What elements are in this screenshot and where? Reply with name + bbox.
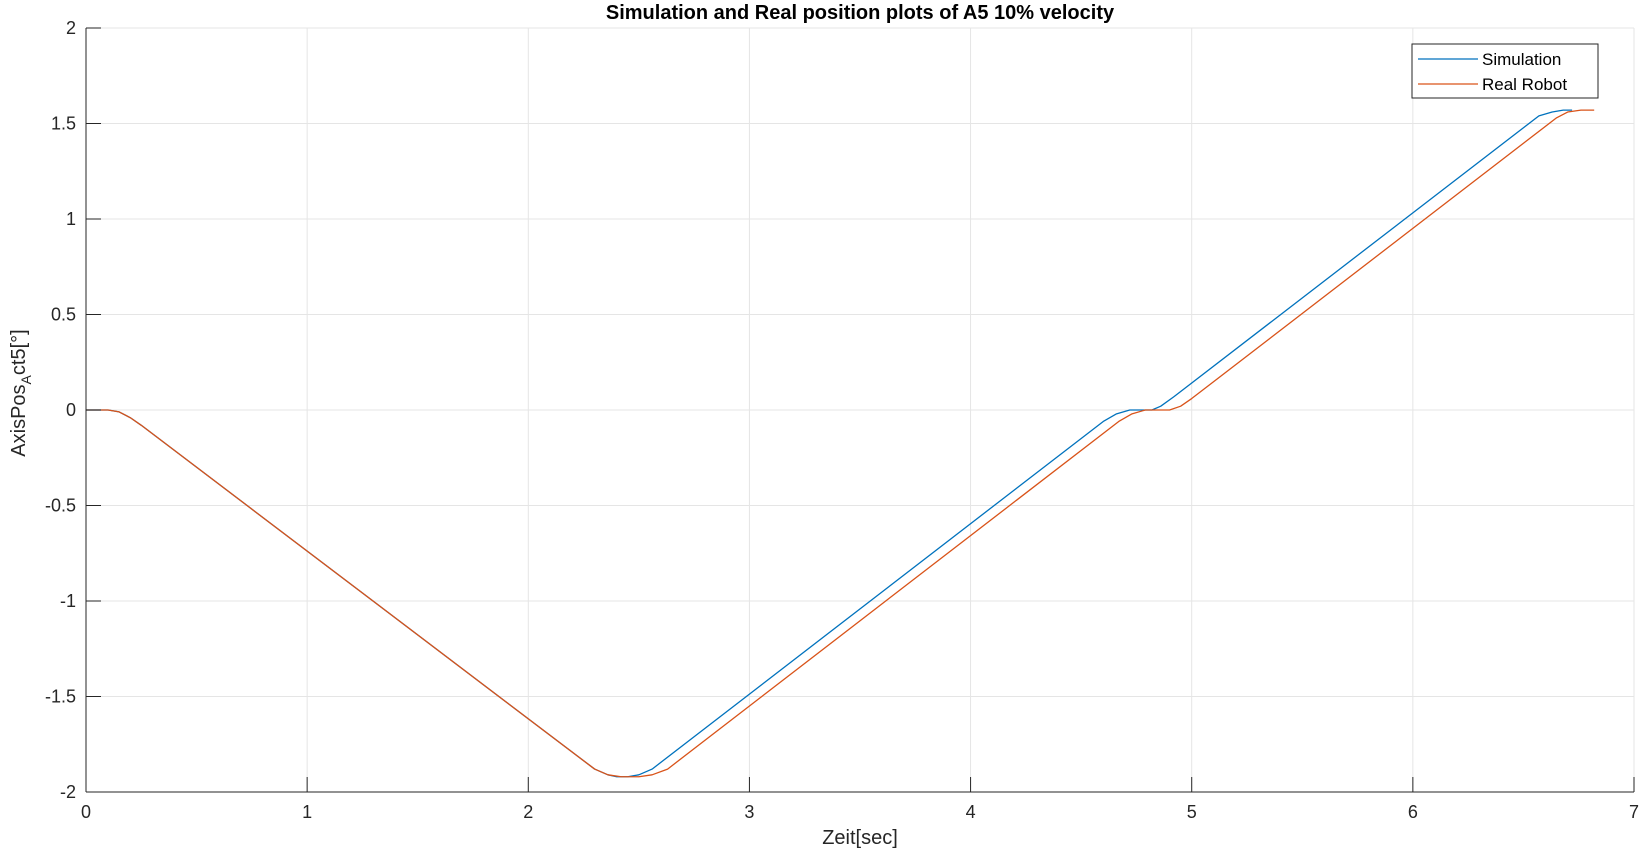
series-line-real-robot: [86, 109, 1595, 778]
y-tick-label: 1.5: [51, 114, 76, 134]
x-tick-label: 2: [523, 802, 533, 822]
legend-label: Real Robot: [1482, 75, 1567, 94]
x-tick-label: 6: [1408, 802, 1418, 822]
x-tick-label: 3: [744, 802, 754, 822]
x-axis-label: Zeit[sec]: [822, 827, 898, 849]
x-tick-label: 5: [1187, 802, 1197, 822]
y-axis-label-subscript: A: [18, 374, 34, 384]
chart-title: Simulation and Real position plots of A5…: [606, 2, 1115, 24]
y-axis-label-base: AxisPos: [8, 384, 30, 456]
y-axis-label-rest: ct5[°]: [8, 329, 30, 375]
plot-series: [86, 109, 1595, 778]
y-tick-label: 0: [66, 400, 76, 420]
x-tick-label: 1: [302, 802, 312, 822]
legend-label: Simulation: [1482, 50, 1561, 69]
grid-lines: [85, 27, 1635, 793]
y-axis-label: AxisPosAct5[°]: [8, 329, 34, 456]
y-tick-label: 1: [66, 209, 76, 229]
x-tick-label: 7: [1629, 802, 1639, 822]
axes: [85, 27, 1635, 793]
y-tick-label: 0.5: [51, 305, 76, 325]
x-tick-label: 4: [966, 802, 976, 822]
x-tick-label: 0: [81, 802, 91, 822]
y-tick-label: -1: [60, 591, 76, 611]
y-tick-label: -2: [60, 782, 76, 802]
tick-labels: 0 1 2 3 4 5 6 7 2 1.5 1 0.5 0 -0.5 -1 -1.5 -2: [45, 18, 1639, 822]
legend-box: [1411, 43, 1599, 99]
y-tick-label: -1.5: [45, 687, 76, 707]
y-tick-label: -0.5: [45, 496, 76, 516]
y-tick-label: 2: [66, 18, 76, 38]
legend: Simulation Real Robot: [1411, 43, 1599, 99]
